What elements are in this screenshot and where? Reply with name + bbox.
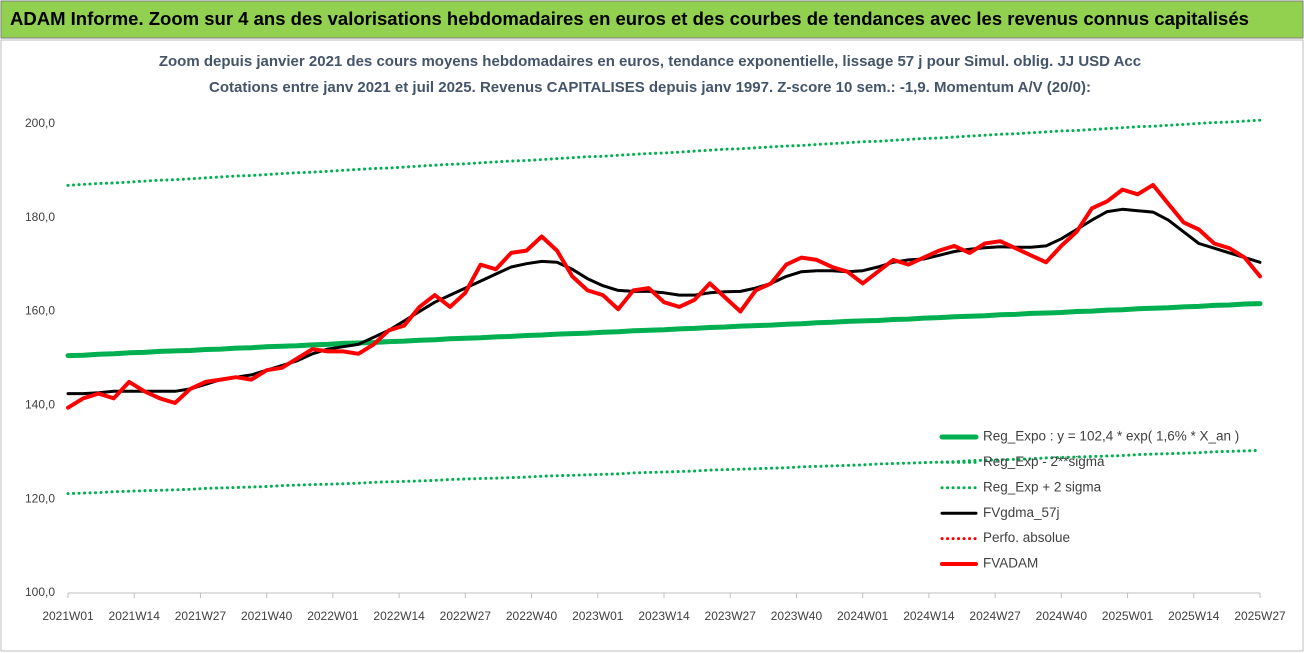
x-tick-label: 2024W14 [903,609,955,623]
chart-title: ADAM Informe. Zoom sur 4 ans des valoris… [10,8,1249,29]
series-line [66,182,1262,410]
series-line [65,301,1263,359]
legend-label: Reg_Exp + 2 sigma [983,479,1102,494]
x-tick-label: 2023W01 [572,609,624,623]
legend-label: Perfo. absolue [983,530,1070,545]
x-tick-label: 2021W40 [241,609,293,623]
x-tick-label: 2023W14 [638,609,690,623]
x-tick-label: 2022W14 [373,609,425,623]
title-banner [0,0,1304,39]
legend-label: FVgdma_57j [983,505,1060,520]
y-tick-label: 160,0 [25,304,55,318]
x-tick-label: 2021W14 [109,609,161,623]
x-tick-label: 2025W01 [1102,609,1154,623]
y-tick-label: 180,0 [25,210,55,224]
legend-label: Reg_Expo : y = 102,4 * exp( 1,6% * X_an … [983,429,1239,444]
y-tick-label: 200,0 [25,116,55,130]
series-line [66,448,1262,496]
y-tick-label: 120,0 [25,491,55,505]
x-tick-label: 2022W01 [307,609,359,623]
x-tick-label: 2024W27 [969,609,1021,623]
x-tick-label: 2021W27 [175,609,227,623]
x-tick-label: 2025W14 [1168,609,1220,623]
x-tick-label: 2025W27 [1234,609,1286,623]
legend-label: Reg_Exp - 2**sigma [983,454,1105,469]
series-line [66,118,1262,187]
x-tick-label: 2023W40 [771,609,823,623]
x-tick-label: 2024W40 [1036,609,1088,623]
x-tick-label: 2024W01 [837,609,889,623]
y-tick-label: 100,0 [25,585,55,599]
x-tick-label: 2022W40 [506,609,558,623]
y-tick-label: 140,0 [25,398,55,412]
x-tick-label: 2022W27 [440,609,492,623]
subtitle: Zoom depuis janvier 2021 des cours moyen… [159,53,1141,70]
subtitle: Cotations entre janv 2021 et juil 2025. … [209,79,1091,96]
legend-label: FVADAM [983,556,1038,571]
x-tick-label: 2023W27 [705,609,757,623]
x-tick-label: 2021W01 [42,609,94,623]
chart-border [0,39,1304,652]
